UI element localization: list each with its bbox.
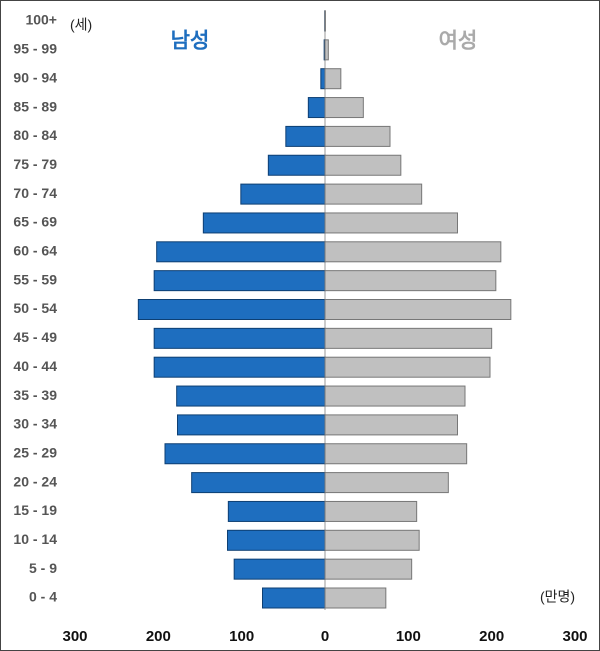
bar: [153, 270, 326, 292]
bar: [153, 356, 326, 378]
bar: [177, 414, 326, 436]
y-tick-label: 65 - 69: [13, 214, 57, 230]
bar: [324, 558, 413, 580]
bar: [324, 183, 423, 205]
bar: [324, 472, 449, 494]
bar: [324, 587, 387, 609]
y-tick-label: 55 - 59: [13, 271, 57, 287]
bar: [324, 212, 458, 234]
y-tick-label: 25 - 29: [13, 444, 57, 460]
bar: [233, 558, 326, 580]
y-tick-label: 20 - 24: [13, 473, 57, 489]
y-tick-label: 30 - 34: [13, 416, 57, 432]
bar: [324, 97, 364, 119]
bar: [227, 500, 326, 522]
bar: [324, 299, 512, 320]
x-tick-label: 100: [396, 628, 421, 645]
bar: [324, 500, 418, 522]
legend-label: 남성: [171, 30, 210, 53]
y-tick-label: 75 - 79: [13, 156, 57, 172]
y-tick-label: 15 - 19: [13, 502, 57, 518]
bar: [324, 414, 458, 436]
bar: [324, 241, 502, 263]
bar: [156, 241, 326, 263]
x-tick-label: 300: [62, 628, 87, 645]
bar: [267, 154, 326, 176]
bar: [153, 327, 326, 349]
bar: [191, 472, 326, 494]
y-tick-label: 40 - 44: [13, 358, 57, 374]
bar: [324, 529, 420, 551]
y-tick-label: 100+: [25, 12, 57, 28]
y-tick-label: 90 - 94: [13, 69, 57, 85]
bar: [164, 443, 326, 465]
bar: [137, 299, 326, 320]
bar: [285, 125, 326, 147]
y-tick-label: 5 - 9: [29, 560, 57, 576]
bar: [324, 125, 391, 147]
y-tick-label: 70 - 74: [13, 185, 57, 201]
bar: [324, 154, 402, 176]
bar: [324, 385, 466, 407]
bar: [240, 183, 326, 205]
x-tick-label: 0: [321, 628, 329, 645]
y-tick-label: 0 - 4: [29, 589, 57, 605]
bar: [176, 385, 326, 407]
y-tick-label: 35 - 39: [13, 387, 57, 403]
y-tick-label: 10 - 14: [13, 531, 57, 547]
bar: [262, 587, 326, 609]
x-tick-label: 100: [229, 628, 254, 645]
legend-label: 여성: [439, 30, 478, 53]
y-unit: (세): [70, 17, 92, 33]
y-tick-label: 95 - 99: [13, 41, 57, 57]
y-tick-label: 85 - 89: [13, 98, 57, 114]
y-tick-label: 60 - 64: [13, 243, 57, 259]
x-tick-label: 200: [479, 628, 504, 645]
x-unit: (만명): [540, 589, 575, 605]
bar: [324, 327, 493, 349]
bar: [324, 356, 491, 378]
bar: [227, 529, 326, 551]
y-tick-label: 50 - 54: [13, 300, 57, 316]
bar: [307, 97, 326, 119]
bar: [324, 39, 329, 61]
bar: [324, 270, 497, 292]
x-tick-label: 300: [562, 628, 587, 645]
y-tick-label: 80 - 84: [13, 127, 57, 143]
bar: [202, 212, 326, 234]
bar: [320, 68, 326, 90]
bar: [324, 443, 468, 465]
y-tick-label: 45 - 49: [13, 329, 57, 345]
x-tick-label: 200: [146, 628, 171, 645]
bar: [324, 68, 342, 90]
